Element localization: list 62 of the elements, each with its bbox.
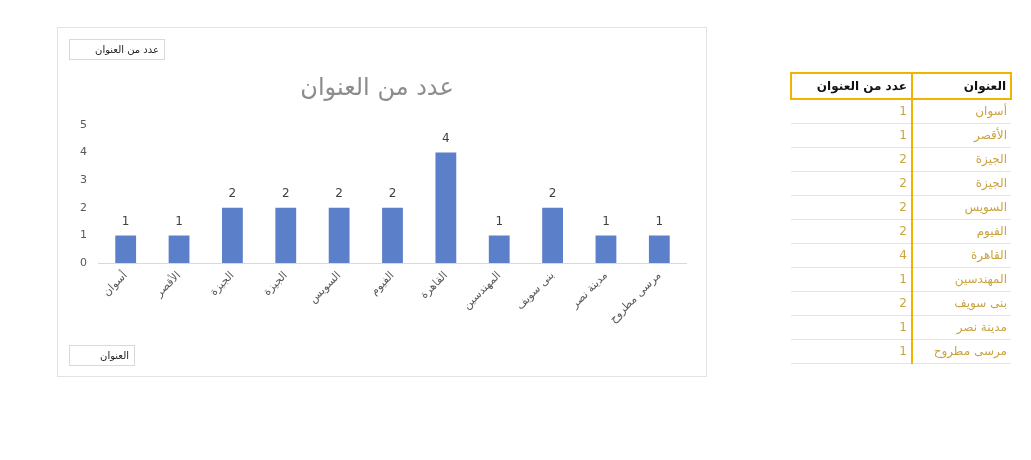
- y-tick-label: 5: [80, 117, 87, 131]
- data-label: 4: [442, 130, 450, 145]
- category-label: الجيزة: [911, 171, 1011, 195]
- bar: [488, 235, 510, 264]
- bar: [275, 207, 297, 264]
- data-label: 2: [335, 185, 343, 200]
- data-label: 4: [791, 243, 912, 267]
- bar: [542, 207, 563, 264]
- x-tick-label: المهندسين: [460, 268, 504, 312]
- y-tick-label: 1: [80, 228, 87, 242]
- category-label: مرسى مطروح: [911, 339, 1011, 363]
- data-label: 1: [791, 339, 912, 363]
- data-label: 2: [791, 291, 912, 315]
- x-tick-label: السويس: [306, 268, 344, 306]
- category-label: الأقصر: [911, 123, 1011, 147]
- data-label: 1: [495, 213, 504, 228]
- x-tick-label: الجيزة: [207, 268, 237, 299]
- x-tick-label: أسوان: [99, 268, 130, 299]
- data-label: 1: [791, 123, 912, 147]
- bar: [168, 235, 190, 264]
- text: العنوان: [911, 73, 1011, 99]
- data-label: 1: [791, 267, 912, 291]
- bar: [222, 207, 243, 264]
- y-tick-label: 4: [80, 145, 87, 159]
- data-label: 1: [175, 213, 183, 228]
- bar: [595, 235, 617, 264]
- y-tick-label: 0: [80, 255, 87, 269]
- category-label: أسوان: [911, 99, 1011, 123]
- category-label: الجيزة: [911, 147, 1011, 171]
- bar: [648, 235, 670, 264]
- category-label: السويس: [911, 195, 1011, 219]
- data-label: 2: [548, 185, 557, 200]
- category-label: الفيوم: [911, 219, 1011, 243]
- y-tick-label: 2: [80, 200, 87, 214]
- data-label: 2: [281, 185, 290, 200]
- data-label: 2: [791, 171, 912, 195]
- field-button: عدد من العنوان: [69, 39, 165, 60]
- x-tick-label: الفيوم: [367, 268, 397, 298]
- x-tick-label: القاهرة: [417, 268, 451, 302]
- data-label: 1: [791, 99, 912, 123]
- text: عدد من العنوان: [791, 73, 912, 99]
- x-tick-label: الجيزة: [260, 268, 290, 299]
- x-tick-label: بنى سويف: [513, 268, 557, 313]
- category-label: مدينة نصر: [911, 315, 1011, 339]
- data-label: 1: [121, 213, 130, 228]
- bar: [435, 152, 457, 264]
- data-label: 2: [791, 195, 912, 219]
- data-label: 1: [791, 315, 912, 339]
- data-label: 2: [791, 219, 912, 243]
- data-label: 2: [228, 185, 237, 200]
- category-label: القاهرة: [911, 243, 1011, 267]
- chart-title: عدد من العنوان: [300, 72, 454, 101]
- y-tick-label: 3: [80, 172, 87, 186]
- bar: [115, 235, 137, 264]
- data-label: 2: [388, 185, 397, 200]
- data-label: 1: [602, 213, 610, 228]
- bar: [382, 207, 403, 264]
- data-label: 2: [791, 147, 912, 171]
- data-label: 1: [655, 213, 664, 228]
- bar: [328, 207, 350, 264]
- x-tick-label: الأقصر: [151, 268, 184, 300]
- field-button: العنوان: [69, 345, 135, 366]
